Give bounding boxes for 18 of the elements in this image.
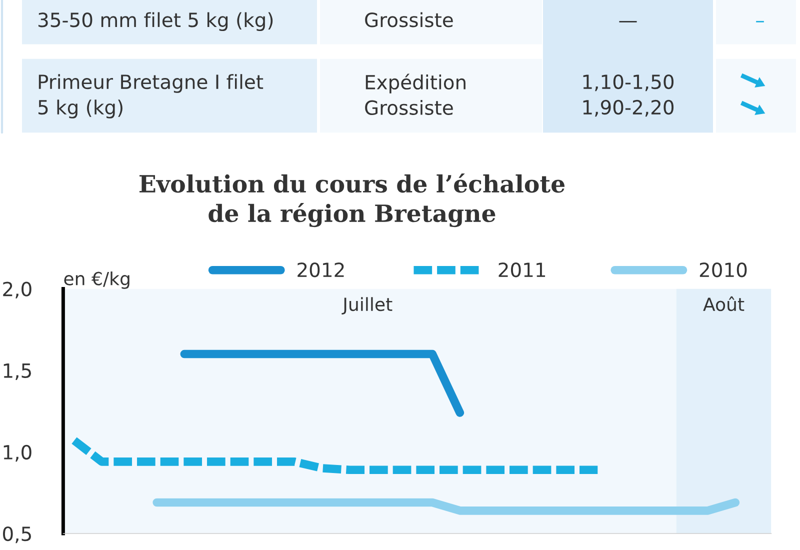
text: 1,10-1,50 1,90-2,20 [583,74,674,117]
chart-title: Evolution du cours de l’échalote de la région Bretagne [140,173,565,228]
text: – [756,20,764,22]
text: Primeur Bretagne I filet 5 kg (kg) [38,74,264,118]
y-tick-label: 2,0 [3,282,32,298]
text: Expédition Grossiste [365,74,466,116]
y-tick-label: 1,0 [4,444,32,462]
y-tick-label: 0,5 [3,526,31,544]
legend-label: 2011 [498,262,546,278]
legend-label: 2012 [298,262,344,278]
legend-label: 2010 [700,262,747,278]
text: Grossiste [365,12,453,28]
y-axis-title: en €/kg [64,271,130,289]
annotation: Août [703,296,744,312]
annotation: Juillet [342,297,392,314]
text: — [619,20,637,22]
text: 35-50 mm filet 5 kg (kg) [38,12,273,32]
y-tick-label: 1,5 [4,364,31,380]
